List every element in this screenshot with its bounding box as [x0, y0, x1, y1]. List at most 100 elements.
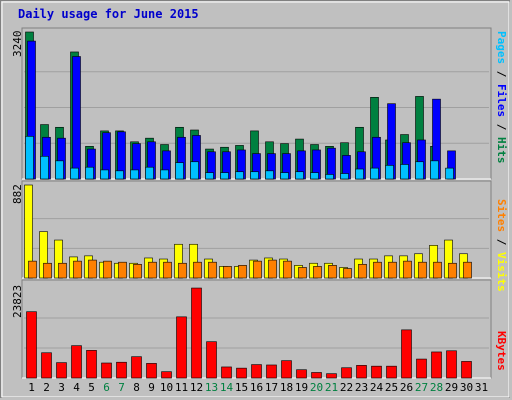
- kbytes-bar: [41, 352, 52, 379]
- top-y-max-label: 3240: [11, 30, 24, 58]
- kbytes-bar: [266, 364, 277, 379]
- kbytes-bar: [311, 372, 322, 379]
- pages-bar: [100, 169, 109, 180]
- sites-bar: [88, 259, 97, 279]
- sites-bar: [103, 260, 112, 279]
- x-tick-label: 8: [133, 381, 140, 394]
- x-tick-label: 1: [28, 381, 35, 394]
- pages-bar: [400, 164, 409, 180]
- pages-bar: [175, 162, 184, 180]
- sites-bar: [253, 260, 262, 279]
- sites-bar: [448, 262, 457, 279]
- x-tick-label: 30: [459, 381, 474, 394]
- x-tick-label: 17: [264, 381, 279, 394]
- kbytes-bar: [191, 287, 202, 379]
- x-tick-label: 23: [354, 381, 369, 394]
- kbytes-bar: [401, 329, 412, 379]
- kbytes-bar: [416, 358, 427, 379]
- kbytes-bar: [386, 365, 397, 379]
- sites-bar: [148, 261, 157, 279]
- pages-bar: [115, 170, 124, 180]
- sites-bar: [283, 260, 292, 279]
- legend-sep-1: /: [495, 64, 508, 84]
- legend-pages: Pages: [495, 31, 508, 65]
- pages-bar: [445, 167, 454, 180]
- kbytes-bar: [71, 345, 82, 379]
- x-tick-label: 20: [309, 381, 324, 394]
- x-tick-label: 7: [118, 381, 125, 394]
- kbytes-bar: [341, 367, 352, 379]
- x-tick-label: 31: [474, 381, 489, 394]
- kbytes-bar: [146, 363, 157, 379]
- sites-bar: [313, 266, 322, 279]
- kbytes-bar: [296, 369, 307, 379]
- kbytes-bar: [131, 356, 142, 379]
- middle-right-legend: Sites / Visits: [495, 199, 508, 292]
- x-tick-label: 21: [324, 381, 339, 394]
- x-tick-label: 27: [414, 381, 429, 394]
- sites-bar: [43, 262, 52, 279]
- pages-bar: [415, 161, 424, 180]
- kbytes-bar: [176, 316, 187, 379]
- kbytes-bar: [116, 361, 127, 379]
- files-bar: [72, 56, 81, 180]
- pages-bar: [220, 172, 229, 180]
- bottom-right-legend: KBytes: [495, 331, 508, 371]
- pages-bar: [130, 169, 139, 180]
- x-tick-label: 15: [234, 381, 249, 394]
- x-tick-label: 18: [279, 381, 294, 394]
- x-tick-label: 25: [384, 381, 399, 394]
- sites-bar: [358, 263, 367, 279]
- sites-bar: [208, 261, 217, 279]
- kbytes-bar: [56, 362, 67, 379]
- kbytes-bar: [251, 364, 262, 379]
- kbytes-bar: [206, 341, 217, 379]
- pages-bar: [145, 166, 154, 180]
- kbytes-bar: [281, 360, 292, 379]
- sites-bar: [433, 261, 442, 279]
- top-right-legend: Pages / Files / Hits: [495, 31, 508, 164]
- pages-bar: [40, 156, 49, 180]
- sites-bar: [373, 261, 382, 279]
- pages-bar: [370, 167, 379, 180]
- pages-bar: [70, 167, 79, 180]
- kbytes-bar: [356, 365, 367, 379]
- kbytes-bar: [431, 351, 442, 379]
- pages-bar: [430, 160, 439, 180]
- kbytes-bar: [461, 361, 472, 379]
- kbytes-bar: [101, 362, 112, 379]
- pages-bar: [355, 168, 364, 180]
- sites-bar: [193, 261, 202, 279]
- x-tick-label: 10: [159, 381, 174, 394]
- sites-bar: [268, 259, 277, 279]
- sites-bar: [163, 261, 172, 279]
- x-tick-label: 24: [369, 381, 384, 394]
- pages-bar: [295, 171, 304, 180]
- x-tick-label: 26: [399, 381, 414, 394]
- chart-title: Daily usage for June 2015: [18, 7, 199, 21]
- x-tick-label: 5: [88, 381, 95, 394]
- sites-bar: [223, 266, 232, 279]
- x-tick-label: 11: [174, 381, 189, 394]
- x-tick-label: 22: [339, 381, 354, 394]
- x-tick-label: 9: [148, 381, 155, 394]
- pages-bar: [25, 136, 34, 180]
- pages-bar: [280, 172, 289, 180]
- legend-visits: Visits: [495, 252, 508, 292]
- sites-bar: [178, 262, 187, 279]
- sites-bar: [73, 260, 82, 279]
- pages-bar: [325, 174, 334, 180]
- x-tick-label: 2: [43, 381, 50, 394]
- kbytes-bar: [326, 373, 337, 379]
- pages-bar: [190, 161, 199, 180]
- x-tick-label: 14: [219, 381, 234, 394]
- kbytes-bar: [221, 366, 232, 379]
- pages-bar: [205, 172, 214, 180]
- x-tick-label: 6: [103, 381, 110, 394]
- sites-bar: [343, 268, 352, 279]
- legend-hits: Hits: [495, 137, 508, 164]
- kbytes-bar: [86, 350, 97, 379]
